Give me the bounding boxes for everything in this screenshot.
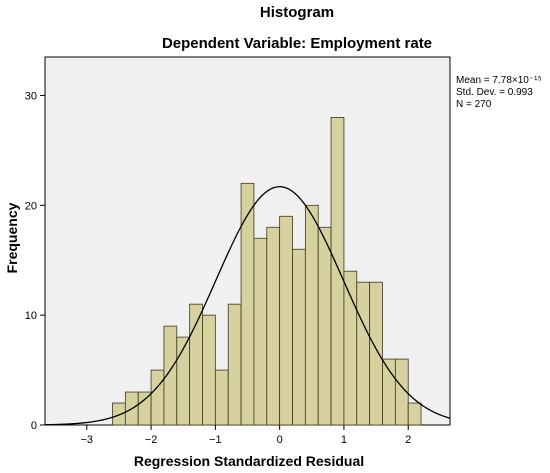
- histogram-bar: [330, 117, 345, 426]
- histogram-bar: [214, 369, 229, 426]
- histogram-bars: [112, 117, 422, 426]
- histogram-bar: [176, 336, 191, 426]
- x-tick-label: −2: [145, 434, 158, 446]
- x-axis-label: Regression Standardized Residual: [134, 453, 364, 469]
- histogram-bar: [317, 226, 332, 426]
- histogram-bar: [137, 391, 152, 426]
- x-tick-label: 2: [405, 434, 411, 446]
- histogram-bar: [343, 270, 358, 426]
- y-tick-label: 0: [31, 420, 37, 432]
- histogram-bar: [304, 204, 319, 426]
- histogram-bar: [369, 281, 383, 426]
- x-tick-label: −3: [81, 434, 94, 446]
- histogram-bar: [292, 248, 306, 426]
- chart-subtitle: Dependent Variable: Employment rate: [162, 35, 432, 52]
- histogram-bar: [279, 215, 293, 426]
- histogram-bar: [407, 402, 422, 426]
- normal-curve: [44, 186, 451, 426]
- x-tick-label: 1: [341, 434, 347, 446]
- histogram-bar: [240, 182, 255, 426]
- x-tick-label: −1: [209, 434, 222, 446]
- histogram-bar: [394, 358, 409, 426]
- histogram-bar: [202, 314, 216, 426]
- stat-n: N = 270: [456, 99, 492, 110]
- histogram-bar: [266, 226, 281, 426]
- y-tick-label: 20: [25, 200, 37, 212]
- stat-std-dev: Std. Dev. = 0.993: [456, 87, 533, 98]
- x-tick-label: 0: [277, 434, 283, 446]
- y-axis-label: Frequency: [4, 202, 20, 273]
- y-tick-label: 10: [25, 310, 37, 322]
- stat-mean: Mean = 7.78×10⁻¹⁵: [456, 75, 542, 86]
- histogram-bar: [253, 237, 268, 426]
- histogram-bar: [227, 303, 242, 426]
- histogram-bar: [356, 281, 371, 426]
- histogram-bar: [150, 369, 165, 426]
- histogram-bar: [189, 303, 203, 426]
- chart-title: Histogram: [260, 4, 334, 21]
- histogram-bar: [112, 402, 126, 426]
- y-tick-label: 30: [25, 90, 37, 102]
